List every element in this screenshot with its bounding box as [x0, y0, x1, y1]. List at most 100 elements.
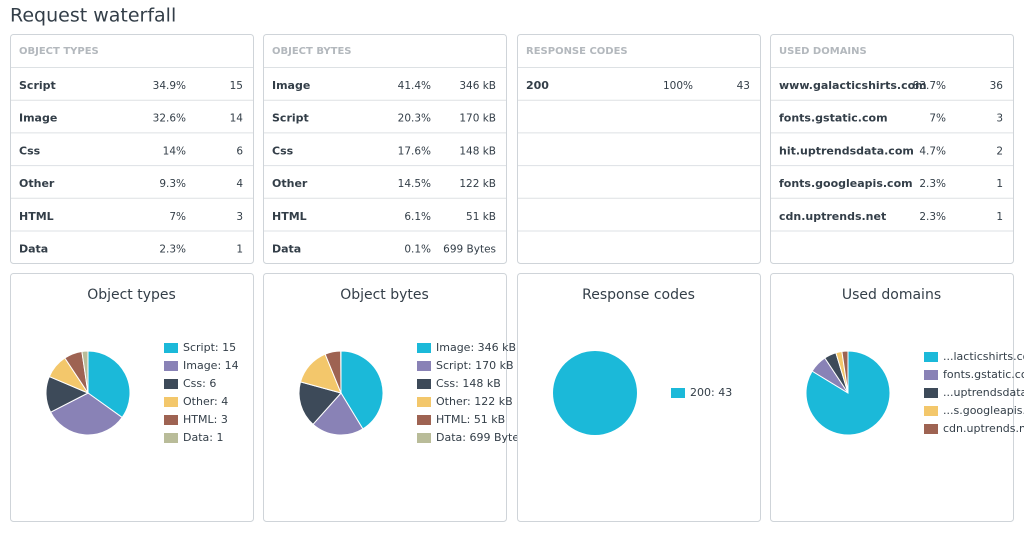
row-percent: 32.6% — [153, 113, 186, 125]
chart-title: Object bytes — [340, 287, 429, 303]
table-header: RESPONSE CODES — [526, 46, 628, 57]
row-percent: 4.7% — [919, 145, 946, 157]
row-percent: 2.3% — [159, 244, 186, 256]
chart-title: Response codes — [582, 287, 695, 303]
table-header: OBJECT BYTES — [272, 46, 352, 57]
row-percent: 2.3% — [919, 211, 946, 223]
legend-label: Css: 6 — [183, 377, 216, 390]
row-count: 15 — [230, 80, 243, 92]
page-title: Request waterfall — [10, 5, 176, 27]
row-count: 3 — [236, 211, 243, 223]
row-name: Script — [272, 112, 309, 125]
row-name: HTML — [272, 210, 307, 223]
row-name: hit.uptrendsdata.com — [779, 144, 914, 157]
row-count: 699 Bytes — [443, 244, 496, 256]
row-count: 346 kB — [459, 80, 496, 92]
legend-label: Other: 122 kB — [436, 395, 513, 408]
table-card — [11, 35, 254, 264]
legend-swatch — [417, 397, 431, 407]
legend-swatch — [417, 415, 431, 425]
legend-swatch — [924, 388, 938, 398]
row-percent: 0.1% — [404, 244, 431, 256]
row-percent: 17.6% — [398, 145, 431, 157]
row-name: fonts.gstatic.com — [779, 112, 888, 125]
row-count: 170 kB — [459, 113, 496, 125]
row-name: Data — [19, 243, 48, 256]
legend-swatch — [417, 361, 431, 371]
legend-label: Image: 346 kB — [436, 341, 516, 354]
legend-label: cdn.uptrends.net: 1 — [943, 422, 1024, 435]
row-count: 14 — [230, 113, 244, 125]
legend-swatch — [417, 433, 431, 443]
legend-swatch — [924, 424, 938, 434]
row-name: Image — [272, 79, 310, 92]
row-percent: 9.3% — [159, 178, 186, 190]
legend-label: 200: 43 — [690, 386, 732, 399]
row-count: 2 — [996, 145, 1003, 157]
row-count: 51 kB — [466, 211, 496, 223]
row-name: Css — [272, 144, 294, 157]
row-count: 1 — [996, 211, 1003, 223]
table-card — [518, 35, 761, 264]
row-name: Script — [19, 79, 56, 92]
legend-label: ...lacticshirts.com: 36 — [943, 350, 1024, 363]
row-percent: 34.9% — [153, 80, 186, 92]
legend-label: Image: 14 — [183, 359, 239, 372]
legend-swatch — [417, 379, 431, 389]
legend-swatch — [164, 343, 178, 353]
legend-swatch — [164, 379, 178, 389]
row-count: 122 kB — [459, 178, 496, 190]
legend-label: ...s.googleapis.com: 1 — [943, 404, 1024, 417]
legend-label: Script: 170 kB — [436, 359, 514, 372]
legend-swatch — [164, 415, 178, 425]
row-percent: 14.5% — [398, 178, 431, 190]
row-count: 148 kB — [459, 145, 496, 157]
row-percent: 7% — [169, 211, 186, 223]
row-percent: 83.7% — [913, 80, 946, 92]
row-name: HTML — [19, 210, 54, 223]
legend-swatch — [924, 406, 938, 416]
legend-label: Data: 1 — [183, 431, 223, 444]
row-name: www.galacticshirts.com — [779, 79, 927, 92]
row-count: 1 — [996, 178, 1003, 190]
row-name: Other — [19, 177, 55, 190]
legend-label: Css: 148 kB — [436, 377, 501, 390]
row-name: cdn.uptrends.net — [779, 210, 886, 223]
legend-swatch — [671, 388, 685, 398]
row-percent: 6.1% — [404, 211, 431, 223]
legend-label: fonts.gstatic.com: 3 — [943, 368, 1024, 381]
row-percent: 20.3% — [398, 113, 431, 125]
row-name: Other — [272, 177, 308, 190]
row-count: 43 — [737, 80, 750, 92]
legend-label: ...uptrendsdata.com: 2 — [943, 386, 1024, 399]
legend-swatch — [924, 370, 938, 380]
pie-slice — [553, 351, 637, 435]
row-percent: 7% — [929, 113, 946, 125]
row-percent: 14% — [163, 145, 186, 157]
legend-label: Script: 15 — [183, 341, 236, 354]
row-percent: 100% — [663, 80, 693, 92]
row-name: Data — [272, 243, 301, 256]
row-count: 4 — [236, 178, 243, 190]
row-percent: 41.4% — [398, 80, 431, 92]
row-name: fonts.googleapis.com — [779, 177, 913, 190]
row-count: 36 — [990, 80, 1004, 92]
row-percent: 2.3% — [919, 178, 946, 190]
legend-label: Other: 4 — [183, 395, 228, 408]
legend-label: HTML: 3 — [183, 413, 228, 426]
chart-title: Used domains — [842, 287, 941, 303]
row-name: Image — [19, 112, 57, 125]
table-header: USED DOMAINS — [779, 46, 867, 57]
row-count: 1 — [236, 244, 243, 256]
row-name: 200 — [526, 79, 549, 92]
table-header: OBJECT TYPES — [19, 46, 99, 57]
legend-swatch — [924, 352, 938, 362]
chart-title: Object types — [87, 287, 176, 303]
legend-swatch — [164, 397, 178, 407]
legend-label: HTML: 51 kB — [436, 413, 505, 426]
row-count: 6 — [236, 145, 243, 157]
row-name: Css — [19, 144, 41, 157]
legend-swatch — [417, 343, 431, 353]
legend-swatch — [164, 433, 178, 443]
